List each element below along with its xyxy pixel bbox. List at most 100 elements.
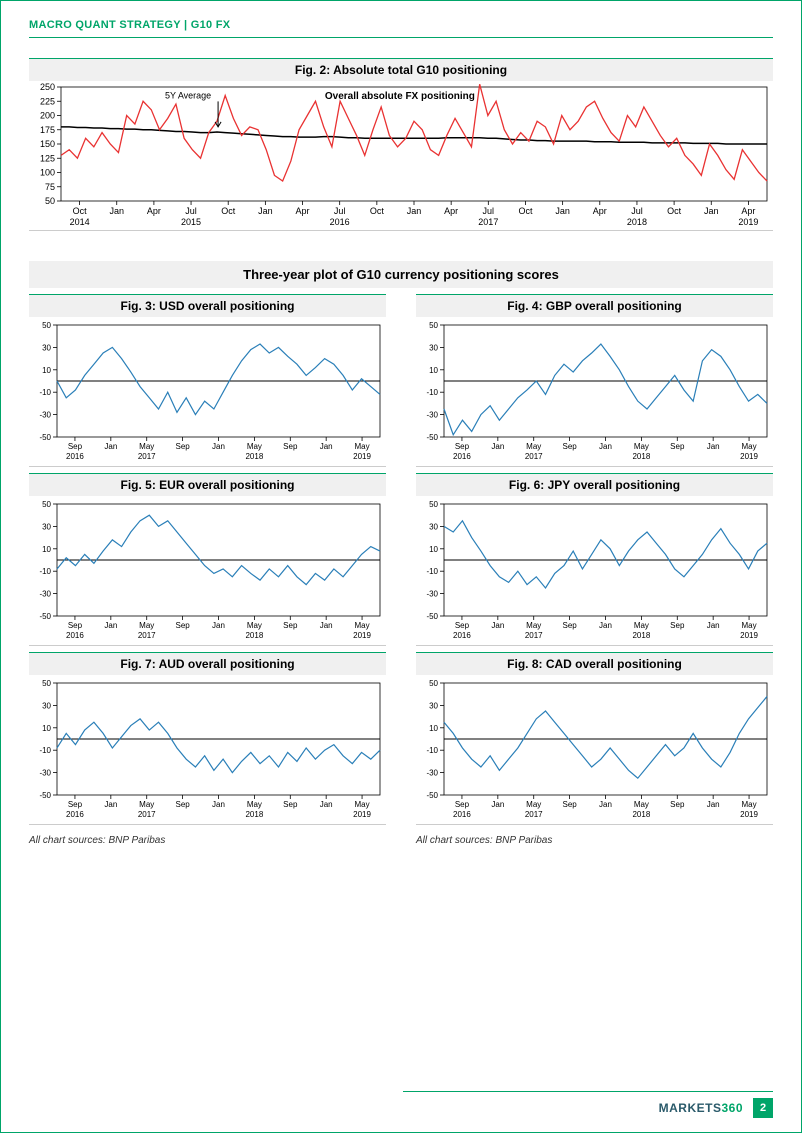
svg-text:-10: -10: [426, 567, 438, 576]
svg-text:2016: 2016: [66, 452, 84, 461]
svg-text:2016: 2016: [453, 452, 471, 461]
svg-text:2017: 2017: [478, 217, 498, 227]
fig6-title: Fig. 6: JPY overall positioning: [416, 473, 773, 496]
section-title: Three-year plot of G10 currency position…: [29, 261, 773, 288]
svg-text:10: 10: [42, 724, 51, 733]
fig6-cell: Fig. 6: JPY overall positioning -50-30-1…: [416, 473, 773, 646]
svg-text:Sep: Sep: [562, 800, 577, 809]
svg-text:30: 30: [42, 701, 51, 710]
svg-text:150: 150: [40, 139, 55, 149]
svg-text:Jan: Jan: [320, 800, 333, 809]
svg-text:2019: 2019: [740, 810, 758, 819]
svg-text:Sep: Sep: [68, 621, 83, 630]
svg-text:Sep: Sep: [455, 621, 470, 630]
svg-text:50: 50: [42, 321, 51, 330]
svg-text:10: 10: [429, 724, 438, 733]
svg-text:Jan: Jan: [104, 621, 117, 630]
footer-rule: [403, 1091, 773, 1092]
svg-text:2019: 2019: [740, 452, 758, 461]
svg-text:-50: -50: [39, 791, 51, 800]
svg-text:-10: -10: [426, 388, 438, 397]
svg-text:-50: -50: [39, 612, 51, 621]
svg-text:Jan: Jan: [599, 800, 612, 809]
svg-text:-10: -10: [39, 746, 51, 755]
fig3-title: Fig. 3: USD overall positioning: [29, 294, 386, 317]
svg-text:2018: 2018: [632, 631, 650, 640]
svg-text:2015: 2015: [181, 217, 201, 227]
svg-text:Jan: Jan: [491, 442, 504, 451]
svg-text:Jan: Jan: [555, 206, 570, 216]
svg-text:50: 50: [42, 500, 51, 509]
svg-text:Sep: Sep: [175, 800, 190, 809]
page-footer: MARKETS360 2: [29, 1098, 773, 1118]
svg-text:-50: -50: [426, 791, 438, 800]
svg-text:2016: 2016: [453, 810, 471, 819]
svg-text:30: 30: [42, 343, 51, 352]
svg-text:2016: 2016: [66, 810, 84, 819]
svg-text:30: 30: [429, 522, 438, 531]
svg-text:Jan: Jan: [707, 442, 720, 451]
fig8-chart: -50-30-10103050Sep2016JanMay2017SepJanMa…: [416, 675, 773, 825]
svg-text:May: May: [526, 800, 541, 809]
svg-text:2019: 2019: [353, 631, 371, 640]
fig3-chart: -50-30-10103050Sep2016JanMay2017SepJanMa…: [29, 317, 386, 467]
svg-text:Apr: Apr: [593, 206, 607, 216]
svg-text:May: May: [526, 621, 541, 630]
svg-text:-10: -10: [39, 388, 51, 397]
svg-text:2018: 2018: [245, 810, 263, 819]
svg-text:50: 50: [45, 196, 55, 206]
svg-text:2019: 2019: [738, 217, 758, 227]
svg-text:Jan: Jan: [109, 206, 124, 216]
svg-text:Sep: Sep: [68, 442, 83, 451]
svg-text:May: May: [741, 621, 756, 630]
fig5-chart: -50-30-10103050Sep2016JanMay2017SepJanMa…: [29, 496, 386, 646]
svg-text:Jan: Jan: [320, 621, 333, 630]
brand-logo: MARKETS360: [659, 1101, 743, 1115]
page-number: 2: [753, 1098, 773, 1118]
svg-text:10: 10: [42, 366, 51, 375]
svg-text:Jan: Jan: [320, 442, 333, 451]
fig7-chart: -50-30-10103050Sep2016JanMay2017SepJanMa…: [29, 675, 386, 825]
svg-text:May: May: [634, 442, 649, 451]
svg-text:10: 10: [429, 545, 438, 554]
svg-text:2018: 2018: [632, 452, 650, 461]
svg-text:Jan: Jan: [707, 621, 720, 630]
svg-text:Sep: Sep: [455, 442, 470, 451]
svg-text:Sep: Sep: [670, 442, 685, 451]
svg-text:-50: -50: [426, 433, 438, 442]
svg-text:Jan: Jan: [407, 206, 422, 216]
svg-text:Jan: Jan: [704, 206, 719, 216]
svg-text:Apr: Apr: [147, 206, 161, 216]
fig2-chart: 5075100125150175200225250Oct2014JanAprJu…: [29, 81, 773, 231]
svg-text:2018: 2018: [245, 452, 263, 461]
svg-text:Jan: Jan: [212, 621, 225, 630]
svg-text:Sep: Sep: [283, 800, 298, 809]
svg-text:May: May: [139, 442, 154, 451]
svg-text:May: May: [247, 800, 262, 809]
svg-text:2019: 2019: [353, 810, 371, 819]
svg-text:May: May: [634, 621, 649, 630]
svg-text:Oct: Oct: [221, 206, 236, 216]
fig4-chart: -50-30-10103050Sep2016JanMay2017SepJanMa…: [416, 317, 773, 467]
svg-text:2018: 2018: [627, 217, 647, 227]
svg-text:125: 125: [40, 153, 55, 163]
svg-text:May: May: [526, 442, 541, 451]
svg-text:5Y Average: 5Y Average: [165, 90, 211, 100]
svg-text:200: 200: [40, 111, 55, 121]
svg-text:Jan: Jan: [212, 442, 225, 451]
svg-text:175: 175: [40, 125, 55, 135]
svg-text:2017: 2017: [138, 810, 156, 819]
svg-text:Jul: Jul: [631, 206, 643, 216]
svg-text:Oct: Oct: [370, 206, 385, 216]
svg-text:2014: 2014: [70, 217, 90, 227]
svg-text:Sep: Sep: [455, 800, 470, 809]
page-header: MACRO QUANT STRATEGY | G10 FX: [29, 19, 773, 38]
svg-text:10: 10: [429, 366, 438, 375]
svg-text:225: 225: [40, 96, 55, 106]
svg-text:Apr: Apr: [741, 206, 755, 216]
svg-text:Jan: Jan: [707, 800, 720, 809]
svg-text:50: 50: [429, 500, 438, 509]
fig4-title: Fig. 4: GBP overall positioning: [416, 294, 773, 317]
svg-text:50: 50: [429, 321, 438, 330]
svg-text:Sep: Sep: [175, 621, 190, 630]
